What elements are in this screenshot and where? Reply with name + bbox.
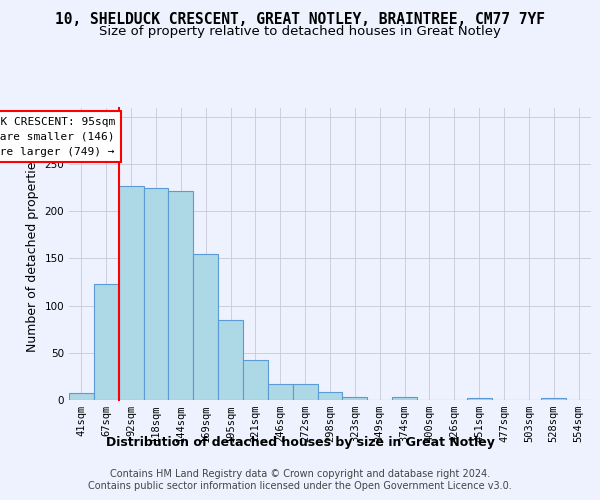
Text: Contains HM Land Registry data © Crown copyright and database right 2024.: Contains HM Land Registry data © Crown c… <box>110 469 490 479</box>
Bar <box>243 360 268 400</box>
Text: Contains public sector information licensed under the Open Government Licence v3: Contains public sector information licen… <box>88 481 512 491</box>
Bar <box>143 188 169 400</box>
Text: Size of property relative to detached houses in Great Notley: Size of property relative to detached ho… <box>99 25 501 38</box>
Text: Distribution of detached houses by size in Great Notley: Distribution of detached houses by size … <box>106 436 494 449</box>
Bar <box>69 394 94 400</box>
Text: 10 SHELDUCK CRESCENT: 95sqm
← 16% of detached houses are smaller (146)
83% of se: 10 SHELDUCK CRESCENT: 95sqm ← 16% of det… <box>0 117 115 156</box>
Bar <box>467 398 491 400</box>
Bar <box>293 384 317 400</box>
Bar <box>392 397 417 400</box>
Bar <box>218 320 243 400</box>
Text: 10, SHELDUCK CRESCENT, GREAT NOTLEY, BRAINTREE, CM77 7YF: 10, SHELDUCK CRESCENT, GREAT NOTLEY, BRA… <box>55 12 545 28</box>
Bar <box>268 384 293 400</box>
Bar <box>119 186 143 400</box>
Bar <box>541 398 566 400</box>
Bar <box>169 190 193 400</box>
Y-axis label: Number of detached properties: Number of detached properties <box>26 155 39 352</box>
Bar <box>193 254 218 400</box>
Bar <box>317 392 343 400</box>
Bar <box>94 284 119 400</box>
Bar <box>343 397 367 400</box>
